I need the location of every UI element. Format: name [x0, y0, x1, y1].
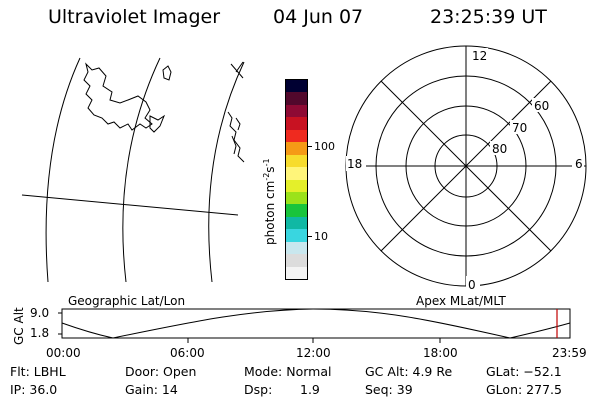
colorbar-swatch: [286, 92, 307, 105]
colorbar-swatch: [286, 266, 307, 279]
altitude-tick-top: 9.0: [30, 306, 50, 320]
unit-exponent: -1: [262, 158, 271, 167]
colorbar-swatch: [286, 204, 307, 217]
colorbar-swatch: [286, 154, 307, 168]
dsp-value: 1.9: [300, 382, 320, 397]
colorbar-swatch: [286, 129, 307, 143]
parallel-line: [21, 194, 239, 216]
colorbar-swatch: [286, 117, 307, 130]
x-tick-label: 06:00: [170, 346, 205, 360]
date-label: 04 Jun 07: [273, 6, 364, 28]
time-label: 23:25:39 UT: [430, 6, 547, 28]
x-tick-label: 00:00: [46, 346, 81, 360]
altitude-tick-bottom: 1.8: [30, 326, 50, 340]
meridian-line: [122, 57, 161, 283]
colorbar-tick: [307, 146, 312, 147]
colorbar-tick: [307, 236, 312, 237]
lat-label-80: 80: [492, 142, 507, 156]
colorbar-swatch: [286, 229, 307, 242]
meridian-line: [45, 57, 81, 283]
colorbar-swatch: [286, 179, 307, 192]
altitude-axis-label: GC Alt: [12, 307, 26, 345]
colorbar-swatch: [286, 191, 307, 205]
unit-exponent: -2: [262, 172, 271, 181]
coastline: [227, 111, 245, 163]
x-tick-label: 23:59: [552, 346, 587, 360]
door-info: Door: Open: [125, 364, 197, 379]
colorbar-swatch: [286, 80, 307, 93]
orbit-timeline: [58, 308, 571, 343]
mlt-label-12: 12: [472, 49, 487, 63]
colorbar-swatch: [286, 167, 307, 180]
mlt-label-0: 0: [468, 278, 476, 290]
coastline: [83, 62, 153, 131]
colorbar-unit-label: photon cm-2s-1: [262, 158, 277, 245]
mlt-label-6: 6: [575, 157, 583, 171]
colorbar-swatch: [286, 216, 307, 230]
gain-info: Gain: 14: [125, 382, 178, 397]
apex-title: Apex MLat/MLT: [416, 294, 506, 308]
altitude-curve: [61, 308, 571, 339]
ip-info: IP: 36.0: [10, 382, 58, 397]
coastline: [235, 117, 241, 131]
colorbar: [285, 79, 308, 280]
lat-label-60: 60: [534, 99, 549, 113]
x-tick-label: 18:00: [423, 346, 458, 360]
meridian-line: [208, 61, 245, 283]
polar-plot: 12 18 6 0 60 70 80: [345, 45, 587, 290]
filter-info: Flt: LBHL: [10, 364, 66, 379]
colorbar-tick-label: 100: [314, 140, 335, 153]
geo-latitude-info: GLat: −52.1: [486, 364, 562, 379]
geo-longitude-info: GLon: 277.5: [486, 382, 562, 397]
mode-info: Mode: Normal: [244, 364, 332, 379]
x-tick-label: 12:00: [296, 346, 331, 360]
sequence-info: Seq: 39: [365, 382, 413, 397]
geographic-map: [21, 57, 245, 283]
geographic-title: Geographic Lat/Lon: [68, 294, 186, 308]
lat-label-70: 70: [512, 121, 527, 135]
colorbar-swatch: [286, 104, 307, 118]
coastline: [149, 114, 166, 133]
island-outline: [162, 65, 172, 81]
gc-altitude-info: GC Alt: 4.9 Re: [365, 364, 453, 379]
colorbar-swatch: [286, 254, 307, 267]
mlt-line: [380, 80, 552, 252]
timeline-frame: [61, 308, 571, 339]
unit-text: photon cm: [263, 180, 277, 245]
colorbar-swatch: [286, 241, 307, 255]
unit-text: s: [263, 166, 277, 173]
grid-cross: [230, 61, 244, 79]
app-title: Ultraviolet Imager: [48, 6, 221, 28]
colorbar-swatch: [286, 142, 307, 155]
dsp-label: Dsp:: [244, 382, 273, 397]
coastline: [231, 135, 237, 155]
mlt-label-18: 18: [347, 157, 362, 171]
colorbar-tick-label: 10: [314, 230, 328, 243]
